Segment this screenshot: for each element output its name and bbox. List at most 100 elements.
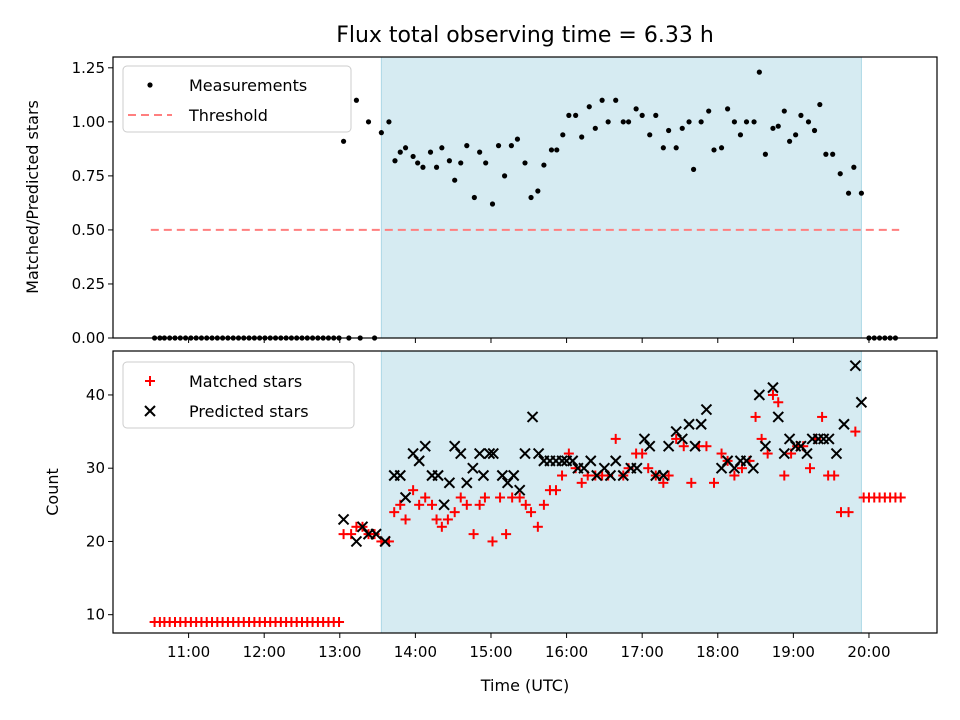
cross-stroke-b bbox=[407, 447, 419, 460]
cross-stroke-b bbox=[676, 433, 688, 445]
cross-stroke-b bbox=[823, 433, 835, 445]
legend-box bbox=[122, 361, 355, 429]
cross-stroke-b bbox=[795, 440, 807, 452]
predicted-star-point bbox=[638, 433, 651, 445]
measurement-point bbox=[786, 138, 793, 144]
bottom-axes-frame bbox=[112, 350, 938, 634]
matched-star-point bbox=[501, 529, 512, 540]
predicted-star-point bbox=[700, 403, 713, 416]
predicted-star-point bbox=[413, 455, 425, 467]
measurement-point bbox=[845, 190, 852, 196]
measurement-point bbox=[620, 119, 626, 125]
measurement-point bbox=[837, 171, 843, 177]
cross-stroke-b bbox=[487, 447, 499, 460]
predicted-star-point bbox=[585, 455, 597, 467]
matched-star-point bbox=[610, 433, 621, 444]
top-legend: Measurements Threshold bbox=[122, 65, 352, 133]
measurement-point bbox=[402, 145, 409, 151]
cross-stroke-b bbox=[566, 455, 579, 467]
measurement-point bbox=[560, 132, 566, 138]
cross-stroke-b bbox=[399, 491, 412, 504]
measurement-point bbox=[743, 119, 750, 125]
predicted-star-point bbox=[747, 462, 760, 474]
matched-star-point bbox=[557, 470, 568, 481]
cross-stroke-b bbox=[483, 447, 496, 460]
cross-stroke-b bbox=[631, 462, 643, 474]
predicted-star-point bbox=[823, 433, 835, 445]
measurement-point bbox=[762, 151, 768, 157]
measurement-point bbox=[599, 97, 605, 103]
predicted-star-point bbox=[631, 462, 643, 474]
measurement-point bbox=[775, 123, 781, 129]
matched-star-point bbox=[514, 492, 525, 503]
measurement-point bbox=[660, 145, 666, 151]
measurement-point bbox=[397, 149, 403, 155]
chart-title: Flux total observing time = 6.33 h bbox=[336, 23, 714, 48]
measurement-point bbox=[698, 119, 704, 125]
cross-stroke-b bbox=[772, 411, 784, 423]
measurement-point bbox=[386, 119, 392, 125]
measurement-point bbox=[690, 166, 697, 172]
measurement-point bbox=[718, 145, 725, 151]
measurement-point bbox=[706, 108, 712, 114]
measurement-point bbox=[673, 145, 679, 151]
measurement-point bbox=[613, 97, 619, 103]
cross-stroke-b bbox=[350, 535, 363, 548]
measurement-point bbox=[653, 112, 659, 118]
measurement-point bbox=[573, 112, 579, 118]
cross-stroke-b bbox=[432, 469, 444, 482]
bottom-panel: 10 20 30 40 11:00 12:00 13:00 14:00 15:00 16:00 17… bbox=[86, 350, 938, 661]
matched-star-point bbox=[804, 463, 815, 474]
matched-star-point bbox=[449, 507, 460, 518]
measurement-point bbox=[446, 158, 453, 164]
measurement-point bbox=[452, 177, 458, 183]
cross-stroke-b bbox=[556, 455, 568, 467]
cross-stroke-b bbox=[519, 447, 531, 460]
xtick-label: 16:00 bbox=[545, 643, 588, 661]
cross-stroke-b bbox=[337, 513, 350, 526]
predicted-star-point bbox=[683, 418, 695, 430]
predicted-star-point bbox=[419, 440, 431, 452]
cross-stroke-b bbox=[394, 469, 406, 482]
predicted-star-point bbox=[399, 491, 412, 504]
predicted-star-point bbox=[507, 469, 520, 482]
matched-star-point bbox=[708, 477, 719, 488]
cross-stroke-b bbox=[830, 447, 843, 460]
matched-star-point bbox=[442, 514, 453, 525]
measurement-point bbox=[731, 119, 738, 125]
matched-star-point bbox=[389, 507, 400, 518]
predicted-star-point bbox=[772, 411, 784, 423]
matched-star-point bbox=[773, 397, 784, 408]
matched-star-point bbox=[550, 485, 561, 496]
matched-star-point bbox=[701, 441, 712, 452]
predicted-star-point bbox=[379, 535, 391, 548]
predicted-star-point bbox=[487, 447, 499, 460]
predicted-star-point bbox=[695, 418, 707, 430]
measurement-point bbox=[566, 112, 572, 118]
ytick-label: 0.25 bbox=[72, 275, 105, 293]
predicted-star-point bbox=[556, 455, 568, 467]
measurement-point bbox=[666, 127, 672, 134]
cross-stroke-b bbox=[514, 484, 526, 496]
measurement-point bbox=[830, 151, 836, 157]
measurement-point bbox=[781, 108, 787, 114]
cross-stroke-b bbox=[747, 462, 760, 474]
measurement-point bbox=[477, 149, 483, 155]
cross-stroke-b bbox=[477, 469, 490, 482]
predicted-star-point bbox=[370, 528, 382, 540]
predicted-star-point bbox=[438, 499, 450, 511]
matched-star-point bbox=[427, 499, 438, 510]
matched-star-point bbox=[455, 492, 466, 503]
measurement-point bbox=[737, 132, 744, 138]
measurement-point bbox=[508, 143, 514, 149]
bottom-ylabel: Count bbox=[43, 468, 62, 516]
predicted-star-point bbox=[759, 440, 772, 452]
matched-star-point bbox=[532, 521, 543, 532]
measurement-point bbox=[514, 136, 521, 142]
cross-stroke-b bbox=[413, 455, 425, 467]
matched-star-point bbox=[658, 477, 669, 488]
ytick-label: 0.75 bbox=[72, 167, 105, 185]
predicted-star-point bbox=[483, 447, 496, 460]
cross-stroke-b bbox=[644, 440, 656, 452]
matched-star-point bbox=[671, 433, 682, 444]
